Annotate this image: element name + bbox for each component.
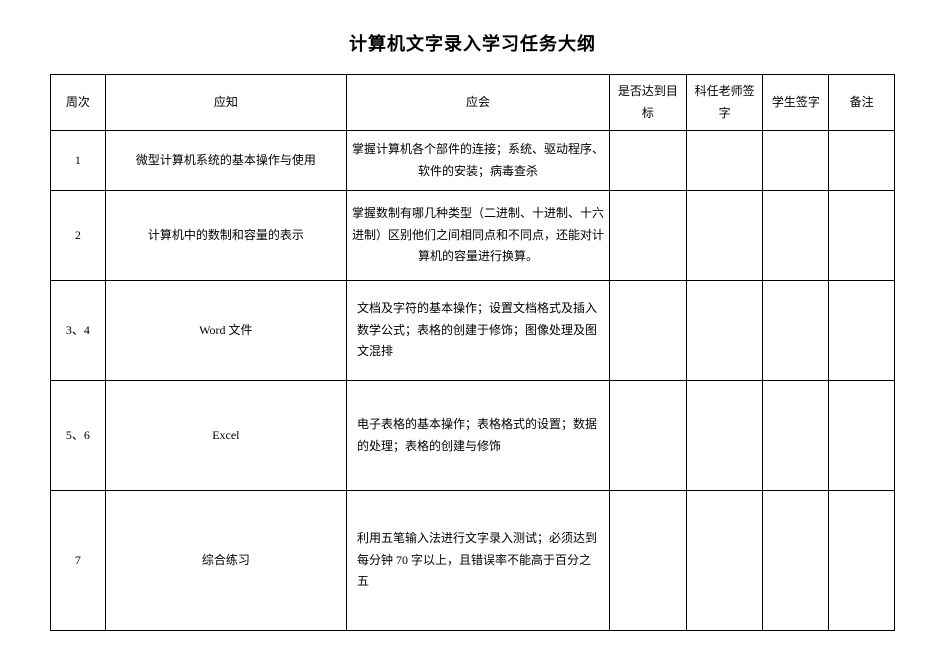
cell-yinghui: 利用五笔输入法进行文字录入测试；必须达到每分钟 70 字以上，且错误率不能高于百… (346, 491, 609, 631)
col-header-week: 周次 (51, 75, 106, 131)
cell-student (763, 131, 829, 191)
cell-yinghui: 掌握数制有哪几种类型（二进制、十进制、十六进制）区别他们之间相同点和不同点，还能… (346, 191, 609, 281)
col-header-target: 是否达到目标 (610, 75, 687, 131)
cell-notes (829, 131, 895, 191)
cell-target (610, 491, 687, 631)
cell-notes (829, 191, 895, 281)
col-header-yinghui: 应会 (346, 75, 609, 131)
cell-notes (829, 491, 895, 631)
cell-student (763, 281, 829, 381)
cell-target (610, 191, 687, 281)
cell-target (610, 281, 687, 381)
cell-yinghui: 电子表格的基本操作；表格格式的设置；数据的处理；表格的创建与修饰 (346, 381, 609, 491)
cell-teacher (686, 381, 763, 491)
cell-yinghui: 文档及字符的基本操作；设置文档格式及插入数学公式；表格的创建于修饰；图像处理及图… (346, 281, 609, 381)
cell-teacher (686, 191, 763, 281)
table-row: 7 综合练习 利用五笔输入法进行文字录入测试；必须达到每分钟 70 字以上，且错… (51, 491, 895, 631)
cell-yingzhi: 计算机中的数制和容量的表示 (105, 191, 346, 281)
col-header-yingzhi: 应知 (105, 75, 346, 131)
cell-week: 1 (51, 131, 106, 191)
cell-week: 2 (51, 191, 106, 281)
cell-week: 7 (51, 491, 106, 631)
cell-yingzhi: 综合练习 (105, 491, 346, 631)
cell-target (610, 131, 687, 191)
cell-student (763, 191, 829, 281)
cell-notes (829, 281, 895, 381)
col-header-teacher: 科任老师签字 (686, 75, 763, 131)
page-title: 计算机文字录入学习任务大纲 (50, 30, 895, 56)
cell-teacher (686, 131, 763, 191)
cell-teacher (686, 281, 763, 381)
cell-yingzhi: 微型计算机系统的基本操作与使用 (105, 131, 346, 191)
cell-teacher (686, 491, 763, 631)
cell-student (763, 381, 829, 491)
syllabus-table: 周次 应知 应会 是否达到目标 科任老师签字 学生签字 备注 1 微型计算机系统… (50, 74, 895, 631)
cell-week: 3、4 (51, 281, 106, 381)
table-row: 3、4 Word 文件 文档及字符的基本操作；设置文档格式及插入数学公式；表格的… (51, 281, 895, 381)
cell-week: 5、6 (51, 381, 106, 491)
table-row: 1 微型计算机系统的基本操作与使用 掌握计算机各个部件的连接；系统、驱动程序、软… (51, 131, 895, 191)
col-header-notes: 备注 (829, 75, 895, 131)
cell-student (763, 491, 829, 631)
table-header-row: 周次 应知 应会 是否达到目标 科任老师签字 学生签字 备注 (51, 75, 895, 131)
cell-target (610, 381, 687, 491)
cell-notes (829, 381, 895, 491)
col-header-student: 学生签字 (763, 75, 829, 131)
table-row: 5、6 Excel 电子表格的基本操作；表格格式的设置；数据的处理；表格的创建与… (51, 381, 895, 491)
cell-yinghui: 掌握计算机各个部件的连接；系统、驱动程序、软件的安装；病毒查杀 (346, 131, 609, 191)
table-row: 2 计算机中的数制和容量的表示 掌握数制有哪几种类型（二进制、十进制、十六进制）… (51, 191, 895, 281)
cell-yingzhi: Excel (105, 381, 346, 491)
cell-yingzhi: Word 文件 (105, 281, 346, 381)
